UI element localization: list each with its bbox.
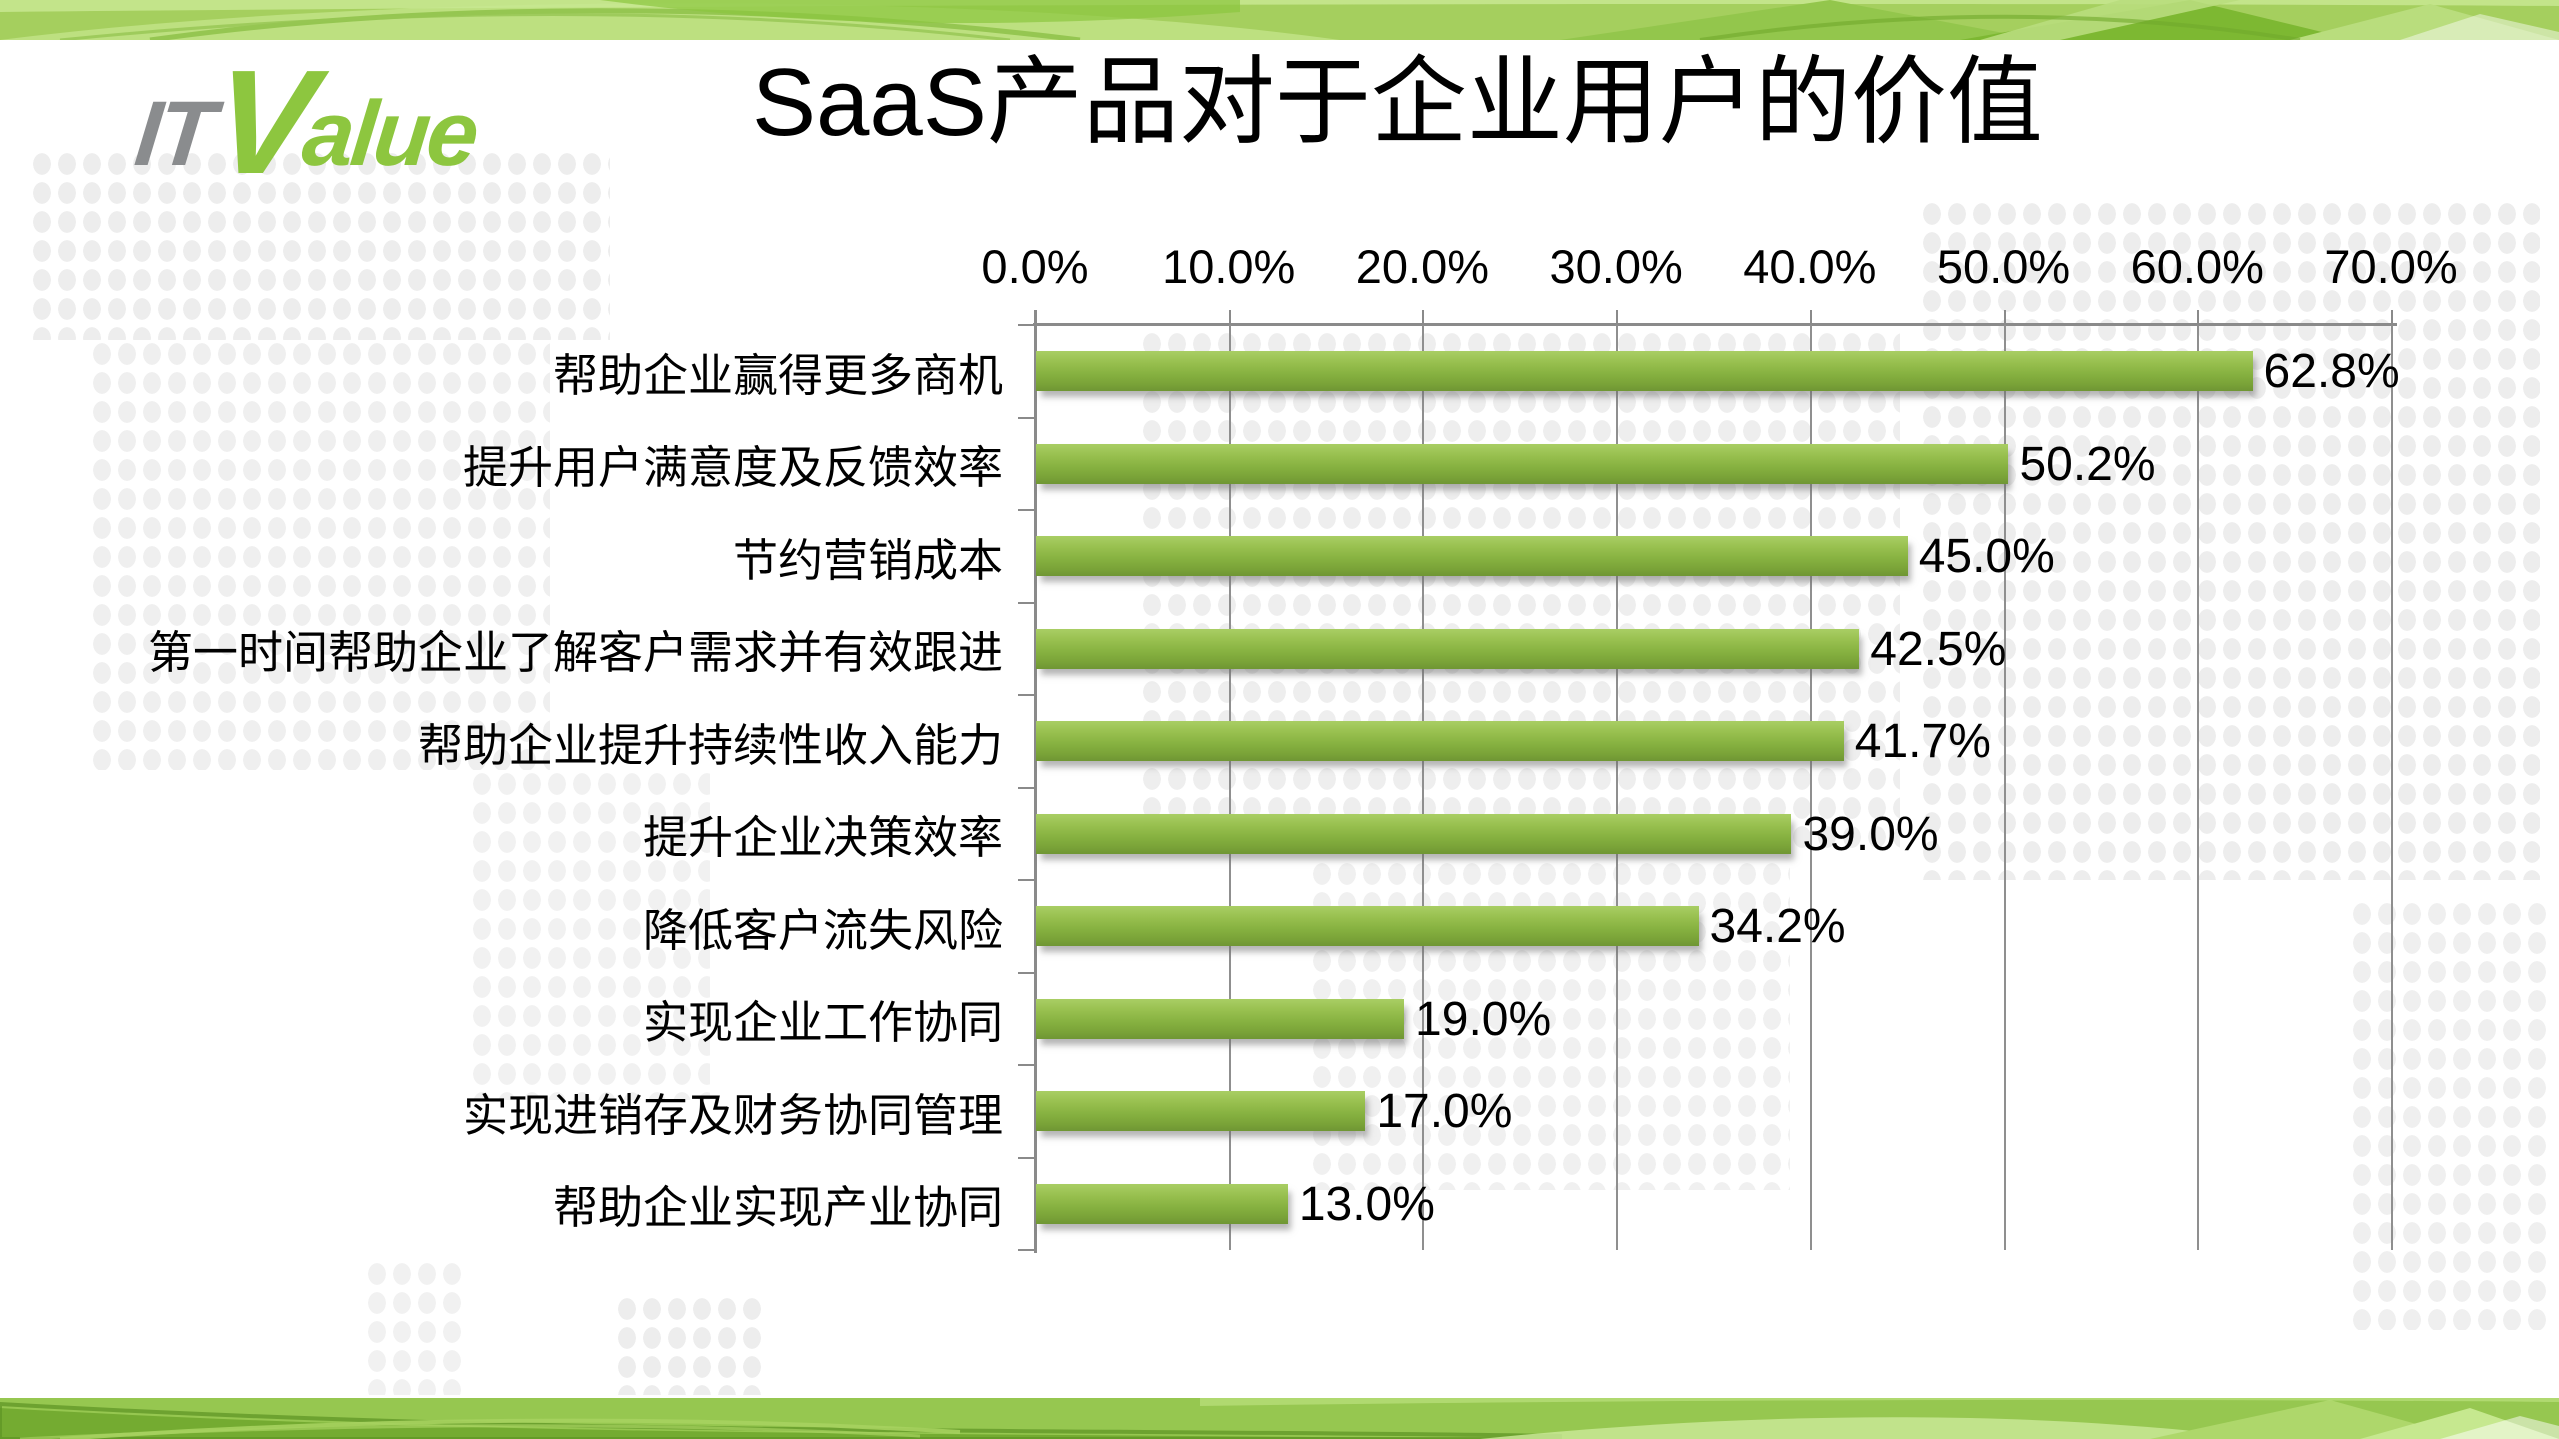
category-label: 实现企业工作协同 — [642, 997, 1003, 1049]
x-tick-label: 0.0% — [981, 240, 1089, 293]
value-label: 45.0% — [1918, 530, 2055, 583]
top-green-band — [0, 0, 2559, 40]
x-axis-tick — [1035, 310, 1037, 325]
bar-row: 45.0% — [1035, 510, 2391, 603]
bar-row: 19.0% — [1035, 973, 2391, 1066]
x-tick-label: 30.0% — [1549, 240, 1683, 293]
category-label: 帮助企业实现产业协同 — [552, 1182, 1003, 1234]
gridline — [2003, 325, 2006, 1250]
category-axis: 帮助企业赢得更多商机提升用户满意度及反馈效率节约营销成本第一时间帮助企业了解客户… — [0, 325, 1003, 1250]
y-axis-line — [1034, 310, 1037, 1253]
x-tick-label: 10.0% — [1162, 240, 1296, 293]
bar — [1036, 1091, 1366, 1131]
bar-row: 42.5% — [1035, 603, 2391, 696]
y-axis-tick — [1018, 1156, 1035, 1159]
y-axis-tick — [1018, 971, 1035, 974]
x-tick-label: 20.0% — [1355, 240, 1490, 293]
value-label: 34.2% — [1709, 900, 1846, 953]
x-tick-label: 70.0% — [2324, 240, 2458, 293]
bar-row: 17.0% — [1035, 1065, 2391, 1158]
bar — [1036, 1183, 1288, 1224]
y-axis-tick — [1018, 509, 1035, 511]
category-label: 降低客户流失风险 — [642, 904, 1003, 956]
value-label: 50.2% — [2019, 437, 2156, 491]
x-axis-tick — [1228, 310, 1231, 325]
category-label: 提升用户满意度及反馈效率 — [462, 442, 1003, 494]
y-axis-tick — [1018, 601, 1035, 604]
x-tick-label: 40.0% — [1743, 240, 1877, 293]
value-label: 39.0% — [1802, 807, 1939, 861]
value-label: 13.0% — [1298, 1177, 1435, 1231]
gridline — [2391, 325, 2393, 1250]
logo-alue-text: alue — [298, 83, 481, 185]
y-axis-tick — [1018, 879, 1035, 881]
bar — [1036, 906, 1699, 946]
gridline — [1616, 325, 1619, 1250]
category-label: 帮助企业提升持续性收入能力 — [417, 719, 1003, 771]
x-tick-label: 50.0% — [1936, 240, 2071, 293]
value-label: 62.8% — [2263, 345, 2400, 398]
gridline — [1228, 325, 1231, 1250]
bar — [1036, 813, 1792, 854]
value-label: 17.0% — [1376, 1085, 1513, 1138]
bar — [1036, 628, 1860, 669]
x-axis-tick — [1616, 310, 1619, 325]
category-label: 提升企业决策效率 — [642, 812, 1003, 864]
y-axis-tick — [1018, 1064, 1035, 1066]
bottom-green-band — [0, 1398, 2559, 1439]
x-axis-tick — [2391, 310, 2393, 325]
bar — [1036, 443, 2009, 484]
world-map-dots — [365, 1260, 465, 1395]
y-axis-tick — [1018, 416, 1035, 419]
bar-row: 39.0% — [1035, 788, 2391, 881]
bar — [1036, 536, 1908, 576]
world-map-dots — [615, 1295, 765, 1395]
bar — [1036, 998, 1405, 1039]
bar — [1036, 351, 2253, 391]
bar-chart-plot: 0.0% 10.0% 20.0% 30.0% 40.0% 50.0% 60.0% 70.0% 6… — [981, 240, 2458, 1253]
category-label: 实现进销存及财务协同管理 — [462, 1089, 1003, 1141]
bar-row: 62.8% — [1035, 325, 2400, 418]
x-axis-tick — [1809, 310, 1812, 325]
x-axis-tick — [1422, 310, 1425, 325]
gridline — [1809, 325, 1812, 1250]
value-label: 41.7% — [1854, 715, 1991, 768]
bar-row: 41.7% — [1035, 695, 2391, 788]
bar-row: 50.2% — [1035, 418, 2391, 511]
category-label: 帮助企业赢得更多商机 — [552, 349, 1003, 401]
slide-title: SaaS产品对于企业用户的价值 — [752, 49, 2043, 156]
category-label: 第一时间帮助企业了解客户需求并有效跟进 — [147, 627, 1003, 679]
value-label: 19.0% — [1415, 992, 1552, 1046]
y-axis-tick — [1018, 694, 1035, 696]
y-axis-tick — [1018, 324, 1035, 326]
value-label: 42.5% — [1870, 622, 2007, 676]
x-axis-line — [1033, 323, 2397, 326]
x-axis-tick — [2197, 310, 2200, 325]
bar-row: 13.0% — [1035, 1158, 2391, 1251]
bar-row: 34.2% — [1035, 880, 2391, 973]
gridline — [2197, 325, 2200, 1250]
gridline — [1422, 325, 1425, 1250]
bar — [1036, 721, 1844, 761]
x-axis-tick — [2003, 310, 2006, 325]
x-tick-label: 60.0% — [2130, 240, 2264, 293]
y-axis-tick — [1018, 786, 1035, 789]
category-label: 节约营销成本 — [732, 534, 1003, 586]
y-axis-tick — [1018, 1249, 1035, 1251]
logo-it-text: IT — [130, 83, 218, 185]
